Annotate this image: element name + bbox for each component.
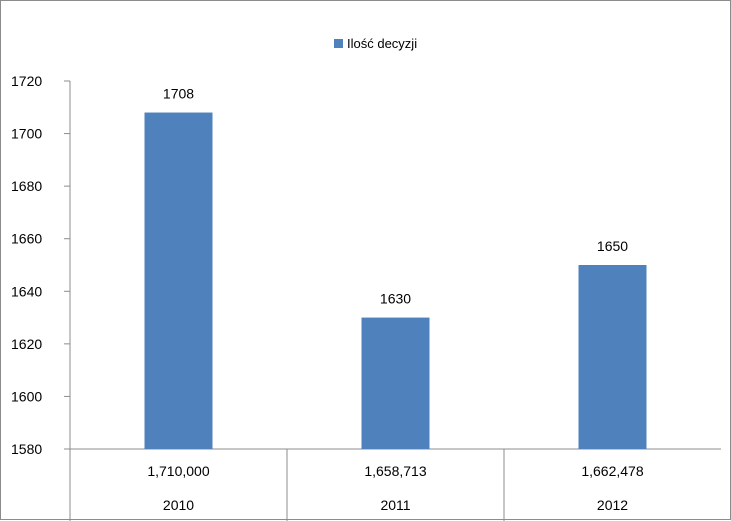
table-cell: 1,658,713 — [364, 463, 426, 479]
data-label: 1630 — [380, 291, 411, 307]
y-tick-label: 1620 — [11, 336, 42, 352]
y-tick-label: 1580 — [11, 441, 42, 457]
legend-swatch — [334, 39, 343, 48]
x-tick-label: 2012 — [597, 497, 628, 513]
table-cell: 1,710,000 — [147, 463, 209, 479]
bar — [144, 112, 213, 450]
legend-label: Ilość decyzji — [347, 36, 417, 51]
data-label: 1650 — [597, 238, 628, 254]
y-tick-label: 1680 — [11, 178, 42, 194]
y-tick-label: 1640 — [11, 283, 42, 299]
y-tick-label: 1700 — [11, 126, 42, 142]
table-cell: 1,662,478 — [581, 463, 643, 479]
bar — [361, 317, 430, 449]
y-tick-label: 1660 — [11, 231, 42, 247]
x-tick-label: 2010 — [163, 497, 194, 513]
y-tick-label: 1720 — [11, 73, 42, 89]
x-tick-label: 2011 — [380, 497, 410, 513]
bar — [578, 265, 647, 449]
y-tick-label: 1600 — [11, 388, 42, 404]
data-label: 1708 — [163, 86, 194, 102]
